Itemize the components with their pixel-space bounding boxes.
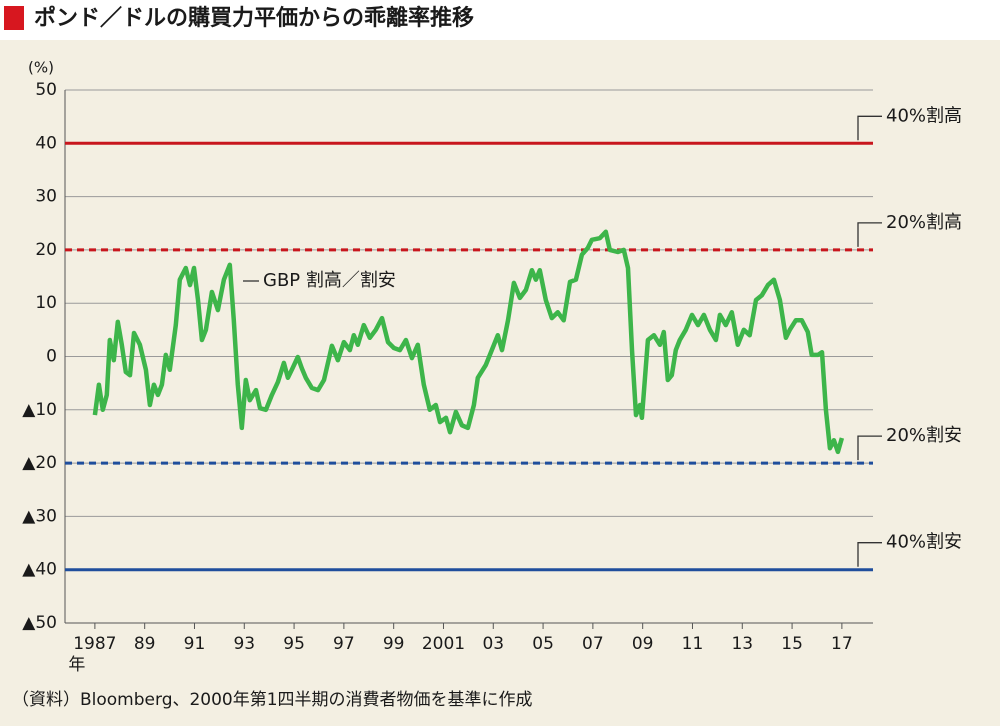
leader-line bbox=[857, 222, 882, 247]
title-bar bbox=[0, 0, 1000, 40]
leader-line bbox=[857, 542, 882, 567]
y-tick-label: 50 bbox=[35, 80, 57, 100]
x-tick-label: 09 bbox=[632, 634, 654, 654]
title-marker bbox=[4, 6, 24, 30]
background bbox=[0, 40, 1000, 726]
x-tick-label: 07 bbox=[582, 634, 604, 654]
x-tick-label: 11 bbox=[682, 634, 704, 654]
x-tick-label: 15 bbox=[781, 634, 803, 654]
y-tick-label: ▲50 bbox=[22, 613, 57, 633]
y-tick-label: 40 bbox=[35, 133, 57, 153]
y-tick-label: 20 bbox=[35, 240, 57, 260]
reference-label: 20%割安 bbox=[886, 425, 962, 446]
source-note: （資料）Bloomberg、2000年第1四半期の消費者物価を基準に作成 bbox=[12, 690, 533, 710]
data-line bbox=[92, 229, 845, 455]
x-tick-label: 2001 bbox=[422, 634, 465, 654]
leader-line bbox=[857, 115, 882, 141]
x-tick-label: 1987 bbox=[73, 634, 116, 654]
y-tick-label: ▲40 bbox=[22, 560, 57, 580]
x-tick-label: 89 bbox=[134, 634, 156, 654]
chart-title: ポンド／ドルの購買力平価からの乖離率推移 bbox=[34, 5, 474, 31]
x-tick-label: 91 bbox=[184, 634, 206, 654]
y-tick-label: 10 bbox=[35, 293, 57, 313]
x-unit: 年 bbox=[68, 655, 85, 675]
x-tick-label: 05 bbox=[532, 634, 554, 654]
y-unit: (%) bbox=[28, 59, 54, 77]
x-tick-label: 17 bbox=[831, 634, 853, 654]
leader-line bbox=[857, 435, 882, 461]
x-tick-label: 03 bbox=[482, 634, 504, 654]
x-tick-label: 97 bbox=[333, 634, 355, 654]
reference-label: 20%割高 bbox=[886, 212, 962, 233]
x-tick-label: 95 bbox=[283, 634, 305, 654]
y-tick-label: ▲10 bbox=[22, 400, 57, 420]
x-tick-label: 93 bbox=[233, 634, 255, 654]
x-tick-label: 13 bbox=[731, 634, 753, 654]
x-tick-label: 99 bbox=[383, 634, 405, 654]
y-tick-label: ▲30 bbox=[22, 506, 57, 526]
reference-label: 40%割高 bbox=[886, 105, 962, 126]
y-tick-label: 0 bbox=[46, 347, 57, 367]
y-tick-label: 30 bbox=[35, 187, 57, 207]
y-tick-label: ▲20 bbox=[22, 453, 57, 473]
reference-label: 40%割安 bbox=[886, 532, 962, 553]
annotation: GBP 割高／割安 bbox=[263, 270, 396, 291]
